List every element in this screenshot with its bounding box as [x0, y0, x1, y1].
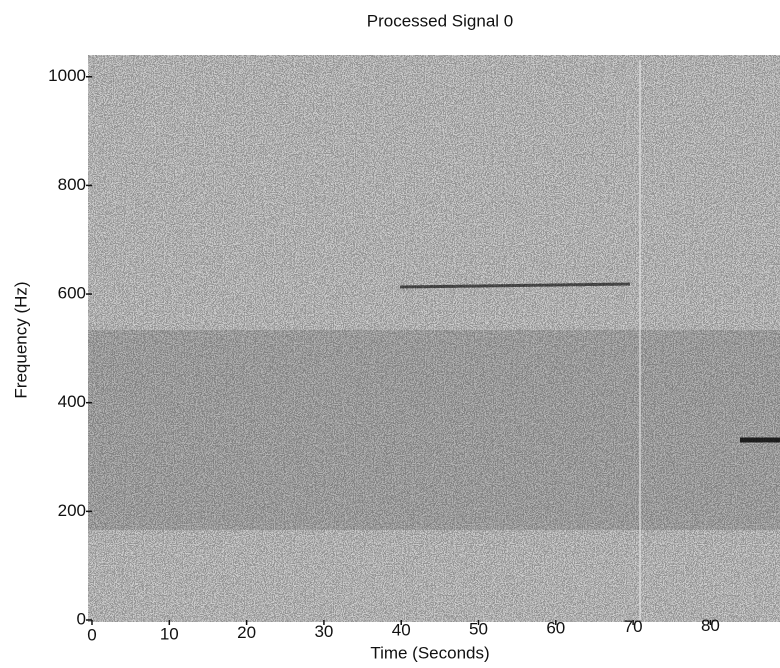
- x-tick-label: 50: [469, 619, 488, 638]
- x-tick-label: 20: [237, 623, 256, 642]
- chart-title: Processed Signal 0: [367, 11, 513, 30]
- spectrogram-image: [88, 55, 780, 622]
- y-tick-label: 200: [58, 501, 86, 520]
- y-tick-label: 800: [58, 175, 86, 194]
- x-axis-label: Time (Seconds): [370, 643, 489, 662]
- spectrogram-feature: [399, 282, 631, 289]
- spectrogram-texture: [88, 55, 780, 622]
- x-tick-label: 10: [160, 624, 179, 643]
- x-tick-label: 80: [701, 616, 720, 635]
- y-tick-label: 400: [58, 392, 86, 411]
- y-tick-label: 0: [77, 609, 86, 628]
- x-tick-label: 0: [87, 625, 96, 644]
- x-tick-label: 70: [624, 617, 643, 636]
- x-tick-label: 40: [392, 621, 411, 640]
- y-tick-label: 1000: [48, 66, 86, 85]
- x-tick-label: 60: [546, 618, 565, 637]
- y-tick-label: 600: [58, 284, 86, 303]
- x-tick-label: 30: [314, 622, 333, 641]
- y-axis-label: Frequency (Hz): [11, 281, 30, 398]
- spectrogram-shading: [88, 330, 780, 530]
